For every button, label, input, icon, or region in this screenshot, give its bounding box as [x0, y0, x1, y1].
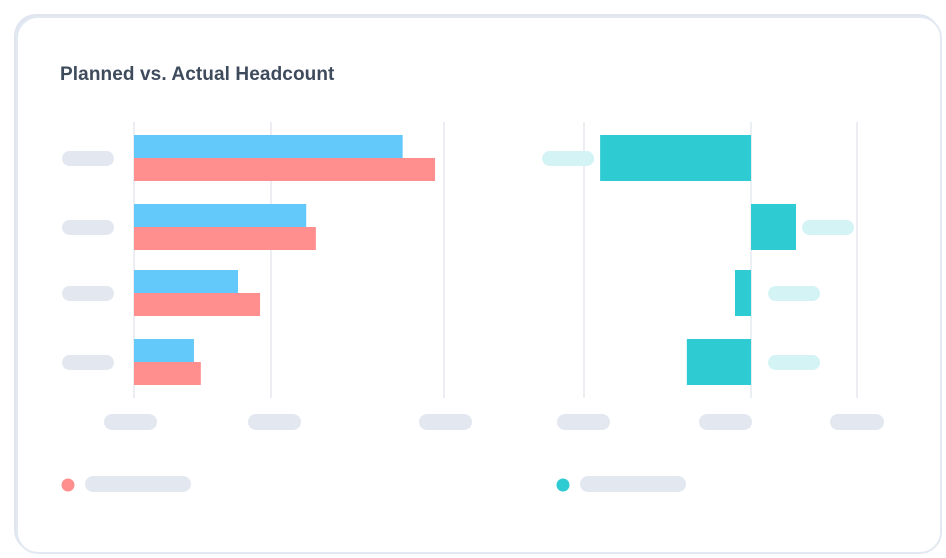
planned-bar-1 [134, 135, 403, 158]
difference-value-label-1 [542, 151, 595, 166]
actual-bar-1 [134, 158, 436, 181]
difference-value-label-4 [768, 355, 821, 370]
difference-bar-1 [600, 135, 752, 181]
planned-bar-3 [134, 270, 239, 293]
left-category-label-3 [62, 286, 114, 301]
left-x-tick-label-3 [419, 414, 472, 430]
right-legend-swatch [556, 478, 570, 492]
right-x-tick-label-2 [699, 414, 752, 430]
left-category-label-4 [62, 355, 114, 370]
actual-bar-3 [134, 293, 261, 316]
difference-bar-2 [751, 204, 796, 250]
right-x-tick-label-3 [830, 414, 884, 430]
left-legend-label [85, 476, 191, 492]
difference-bar-3 [734, 270, 752, 316]
chart-title: Planned vs. Actual Headcount [60, 64, 335, 85]
difference-value-label-2 [801, 220, 854, 235]
right-legend-label [580, 476, 686, 492]
right-x-tick-label-1 [557, 414, 610, 430]
left-category-label-1 [62, 151, 114, 166]
planned-bar-4 [134, 339, 194, 362]
difference-bar-4 [686, 339, 752, 385]
planned-bar-2 [134, 204, 307, 227]
card-shadow-layer [14, 14, 942, 554]
left-x-tick-label-1 [104, 414, 157, 430]
actual-bar-4 [134, 362, 201, 385]
left-legend-swatch [61, 478, 75, 492]
left-category-label-2 [62, 220, 114, 235]
actual-bar-2 [134, 227, 316, 250]
difference-value-label-3 [768, 286, 821, 301]
left-x-tick-label-2 [248, 414, 301, 430]
